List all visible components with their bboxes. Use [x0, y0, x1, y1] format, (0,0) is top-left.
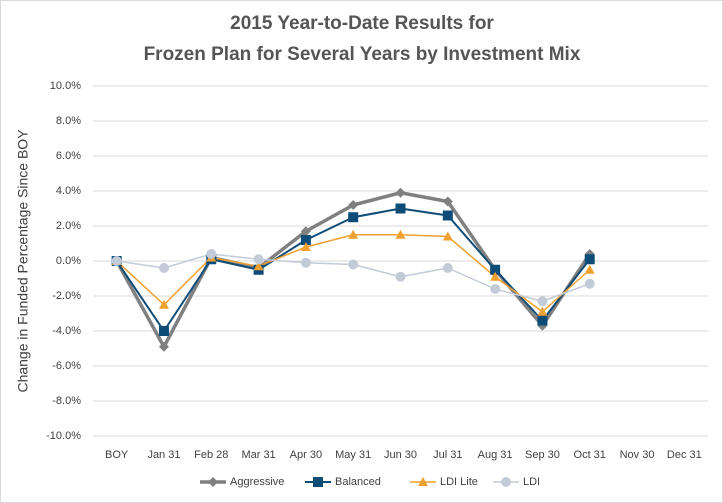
x-tick-label: Jan 31 — [147, 449, 180, 461]
marker — [584, 278, 595, 289]
marker — [348, 200, 359, 210]
x-tick-label: May 31 — [335, 449, 371, 461]
marker — [537, 315, 548, 326]
marker — [442, 196, 453, 207]
marker — [158, 299, 169, 309]
marker — [537, 306, 548, 316]
chart-title: 2015 Year-to-Date Results for — [230, 13, 494, 34]
legend-marker — [313, 477, 323, 487]
legend-label: LDI Lite — [440, 476, 478, 488]
legend-marker — [418, 477, 428, 486]
marker — [206, 249, 217, 259]
y-tick-label: 6.0% — [56, 150, 81, 162]
chart-title: Frozen Plan for Several Years by Investm… — [144, 44, 581, 65]
y-tick-label: -4.0% — [52, 325, 81, 337]
marker — [158, 341, 169, 352]
marker — [348, 259, 359, 270]
x-tick-label: Nov 30 — [620, 449, 655, 461]
marker — [253, 261, 264, 271]
x-tick-label: BOY — [105, 449, 129, 461]
y-tick-label: 10.0% — [50, 80, 81, 92]
marker — [300, 235, 311, 245]
marker — [442, 263, 453, 273]
x-tick-label: Apr 30 — [290, 449, 322, 461]
y-axis-title: Change in Funded Percentage Since BOY — [15, 129, 31, 393]
y-tick-label: 4.0% — [56, 185, 81, 197]
x-tick-label: Aug 31 — [478, 449, 513, 461]
marker — [158, 326, 169, 336]
x-tick-label: Sep 30 — [525, 449, 560, 461]
x-tick-label: Jul 31 — [433, 449, 462, 461]
y-tick-label: -8.0% — [52, 395, 81, 407]
marker — [490, 271, 501, 281]
x-tick-label: Feb 28 — [194, 449, 228, 461]
x-tick-label: Jun 30 — [384, 449, 417, 461]
marker — [395, 187, 406, 198]
y-tick-label: 8.0% — [56, 115, 81, 127]
y-tick-label: -6.0% — [52, 360, 81, 372]
y-tick-label: -2.0% — [52, 290, 81, 302]
marker — [490, 264, 501, 275]
marker — [395, 203, 406, 214]
legend-label: Balanced — [335, 476, 381, 488]
marker — [584, 264, 595, 274]
marker — [395, 271, 406, 282]
legend-label: LDI — [523, 476, 540, 488]
marker — [253, 254, 264, 265]
marker — [111, 256, 122, 266]
legend-marker — [501, 477, 511, 487]
x-tick-label: Dec 31 — [667, 449, 702, 461]
y-tick-label: -10.0% — [46, 430, 81, 442]
marker — [300, 257, 311, 268]
marker — [442, 210, 453, 221]
legend-label: Aggressive — [230, 476, 284, 488]
marker — [300, 226, 311, 237]
marker — [537, 296, 548, 307]
x-tick-label: Oct 31 — [574, 449, 606, 461]
marker — [490, 284, 501, 294]
marker — [158, 263, 169, 273]
marker — [348, 229, 359, 239]
marker — [442, 231, 453, 241]
y-tick-label: 0.0% — [56, 255, 81, 267]
legend-marker — [208, 477, 218, 487]
x-tick-label: Mar 31 — [241, 449, 275, 461]
marker — [395, 229, 406, 239]
marker — [584, 254, 595, 265]
y-tick-label: 2.0% — [56, 220, 81, 232]
marker — [348, 212, 359, 223]
marker — [300, 242, 311, 251]
